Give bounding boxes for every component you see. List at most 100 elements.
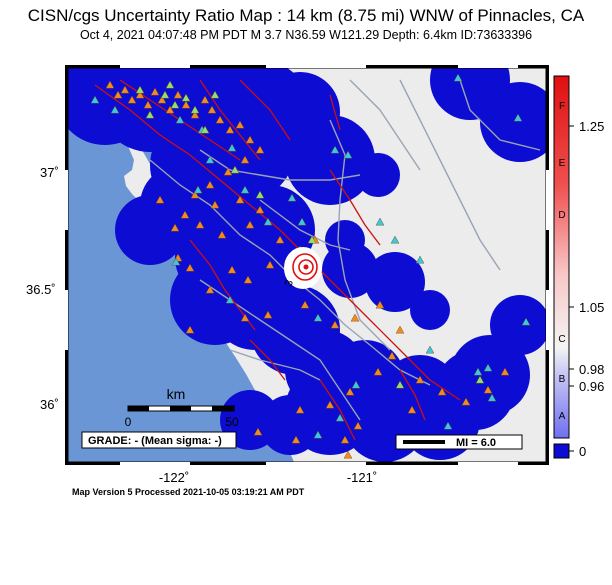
station-marker bbox=[193, 185, 203, 194]
station-marker bbox=[343, 450, 353, 459]
station-marker bbox=[453, 73, 463, 82]
station-marker bbox=[227, 265, 237, 274]
station-marker bbox=[291, 435, 301, 444]
station-marker bbox=[120, 85, 130, 94]
colorbar-letter-b: B bbox=[559, 374, 566, 385]
station-marker bbox=[150, 87, 160, 96]
station-marker bbox=[135, 85, 145, 94]
station-marker bbox=[223, 167, 233, 176]
station-marker bbox=[243, 275, 253, 284]
station-marker bbox=[113, 90, 123, 99]
road-line bbox=[459, 79, 541, 151]
lat-label-37: 37˚ bbox=[40, 165, 59, 180]
station-marker bbox=[170, 223, 180, 232]
fault-line bbox=[94, 84, 461, 401]
scalebar-start: 0 bbox=[125, 415, 132, 429]
colorbar-letter-f: F bbox=[559, 101, 565, 112]
road-line bbox=[399, 79, 501, 271]
station-marker bbox=[173, 90, 183, 99]
station-marker bbox=[165, 80, 175, 89]
scale-bar: km 0 50 bbox=[125, 386, 239, 429]
grade-text: GRADE: - (Mean sigma: -) bbox=[88, 435, 222, 447]
map-subtitle: Oct 4, 2021 04:07:48 PM PDT M 3.7 N36.59… bbox=[79, 28, 533, 42]
station-marker bbox=[227, 143, 237, 152]
station-marker bbox=[513, 113, 523, 122]
coverage-blob bbox=[115, 195, 185, 265]
station-marker bbox=[155, 195, 165, 204]
station-marker bbox=[437, 387, 447, 396]
grade-box: GRADE: - (Mean sigma: -) bbox=[81, 431, 237, 449]
station-marker bbox=[240, 313, 250, 322]
coverage-blob bbox=[450, 335, 530, 415]
fault-line bbox=[249, 339, 286, 381]
fault-line bbox=[399, 369, 426, 421]
station-marker bbox=[190, 105, 200, 114]
station-marker bbox=[473, 367, 483, 376]
station-marker bbox=[387, 351, 397, 360]
station-marker bbox=[90, 95, 100, 104]
station-marker bbox=[255, 190, 265, 199]
station-marker bbox=[375, 300, 385, 309]
station-marker bbox=[195, 220, 205, 229]
colorbar-value-1-25: 1.25 bbox=[579, 119, 604, 134]
station-marker bbox=[297, 217, 307, 226]
station-marker bbox=[217, 230, 227, 239]
road-line bbox=[229, 349, 321, 381]
coverage-blob bbox=[410, 290, 450, 330]
station-marker bbox=[353, 421, 363, 430]
station-marker bbox=[215, 115, 225, 124]
road-line bbox=[349, 79, 421, 171]
station-marker bbox=[475, 375, 485, 384]
coverage-blob bbox=[356, 153, 400, 197]
station-marker bbox=[145, 110, 155, 119]
station-marker bbox=[181, 100, 191, 109]
station-marker bbox=[373, 367, 383, 376]
map-version-footer: Map Version 5 Processed 2021-10-05 03:19… bbox=[72, 487, 305, 497]
map-area: 3 km 0 50 GRADE: - (Mean sigma: -) MI = … bbox=[68, 68, 546, 462]
station-marker bbox=[170, 100, 180, 109]
station-marker bbox=[415, 375, 425, 384]
station-marker bbox=[225, 125, 235, 134]
station-marker bbox=[245, 220, 255, 229]
station-marker bbox=[253, 427, 263, 436]
station-marker bbox=[255, 205, 265, 214]
station-marker bbox=[171, 257, 181, 266]
lat-label-36-5: 36.5˚ bbox=[26, 282, 56, 297]
station-marker bbox=[143, 100, 153, 109]
station-marker bbox=[235, 195, 245, 204]
station-marker bbox=[265, 260, 275, 269]
station-marker bbox=[390, 235, 400, 244]
coverage-blob bbox=[365, 252, 425, 312]
colorbar-value-0: 0 bbox=[579, 444, 586, 459]
station-marker bbox=[263, 310, 273, 319]
station-marker bbox=[225, 295, 235, 304]
epicenter-marker: 3 bbox=[283, 247, 322, 289]
scalebar-end: 50 bbox=[225, 415, 239, 429]
station-marker bbox=[425, 345, 435, 354]
coverage-blob bbox=[325, 220, 365, 260]
station-marker bbox=[175, 115, 185, 124]
station-marker bbox=[313, 313, 323, 322]
colorbar: F E D C B A 1.25 1.05 0.98 0.96 0 bbox=[553, 75, 604, 459]
station-marker bbox=[235, 120, 245, 129]
station-marker bbox=[127, 95, 137, 104]
station-marker bbox=[165, 105, 175, 114]
coverage-blob bbox=[285, 115, 375, 205]
station-marker bbox=[205, 180, 215, 189]
station-marker bbox=[335, 413, 345, 422]
station-marker bbox=[343, 150, 353, 159]
station-marker bbox=[190, 110, 200, 119]
station-marker bbox=[461, 397, 471, 406]
roads bbox=[149, 79, 541, 421]
station-marker bbox=[395, 380, 405, 389]
station-marker bbox=[313, 430, 323, 439]
mi-legend: MI = 6.0 bbox=[395, 434, 523, 450]
station-marker bbox=[180, 210, 190, 219]
station-marker bbox=[190, 190, 200, 199]
station-marker bbox=[135, 90, 145, 99]
station-marker bbox=[160, 90, 170, 99]
map-title: CISN/cgs Uncertainty Ratio Map : 14 km (… bbox=[27, 6, 585, 25]
station-marker bbox=[205, 155, 215, 164]
scalebar-unit: km bbox=[167, 386, 186, 402]
